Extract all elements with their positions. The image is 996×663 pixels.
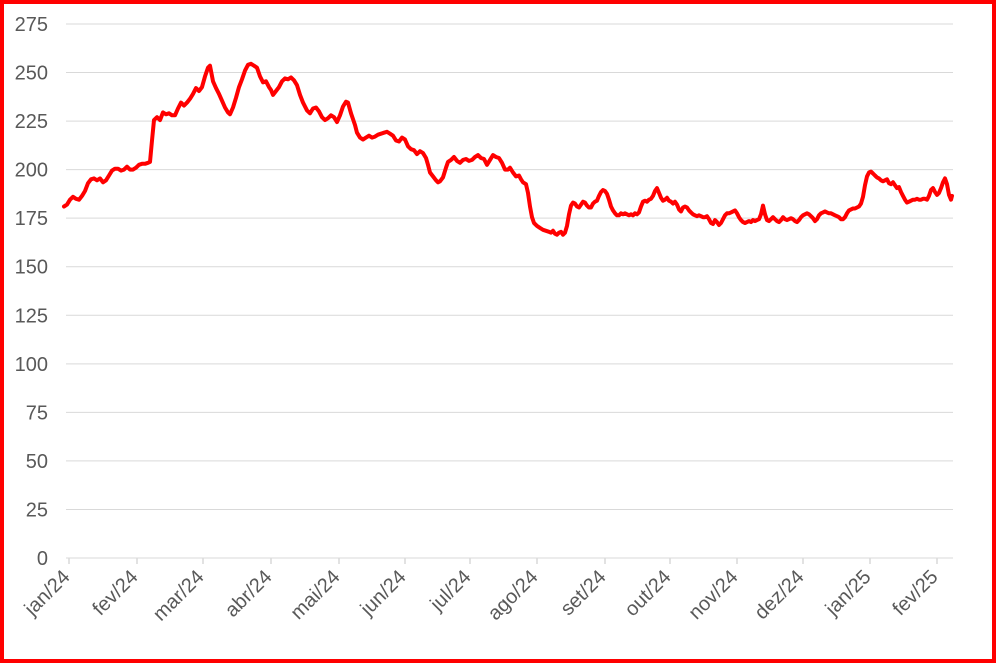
gridlines — [66, 23, 953, 559]
y-tick-label: 250 — [15, 63, 48, 85]
x-tick-label: out/24 — [621, 566, 676, 621]
y-tick-label: 75 — [26, 402, 48, 424]
y-tick-label: 25 — [26, 499, 48, 521]
x-axis-labels: jan/24 fev/24 mar/24 abr/24 mai/24 jun/24 jul/… — [20, 566, 943, 626]
x-tick-label: jul/24 — [425, 566, 475, 616]
x-axis — [68, 558, 938, 564]
y-tick-label: 0 — [37, 548, 48, 570]
y-tick-label: 225 — [15, 111, 48, 133]
x-tick-label: dez/24 — [751, 566, 809, 624]
x-tick-label: mai/24 — [287, 566, 345, 624]
x-tick-label: fev/24 — [88, 566, 142, 620]
y-tick-label: 275 — [15, 14, 48, 36]
y-tick-label: 50 — [26, 451, 48, 473]
x-tick-label: set/24 — [556, 566, 610, 620]
x-tick-label: fev/25 — [888, 566, 942, 620]
x-tick-label: jun/24 — [356, 566, 411, 621]
y-tick-label: 100 — [15, 354, 48, 376]
y-axis-labels: 0 25 50 75 100 125 150 175 200 225 250 275 — [15, 14, 48, 570]
x-tick-label: ago/24 — [484, 566, 543, 625]
x-tick-label: abr/24 — [221, 566, 277, 622]
y-tick-label: 200 — [15, 160, 48, 182]
x-tick-label: jan/24 — [20, 566, 75, 621]
x-tick-label: nov/24 — [685, 566, 743, 624]
x-tick-label: mar/24 — [149, 566, 209, 626]
series-line — [62, 61, 954, 237]
y-tick-label: 125 — [15, 305, 48, 327]
x-tick-label: jan/25 — [821, 566, 876, 621]
y-tick-label: 175 — [15, 208, 48, 230]
y-tick-label: 150 — [15, 257, 48, 279]
